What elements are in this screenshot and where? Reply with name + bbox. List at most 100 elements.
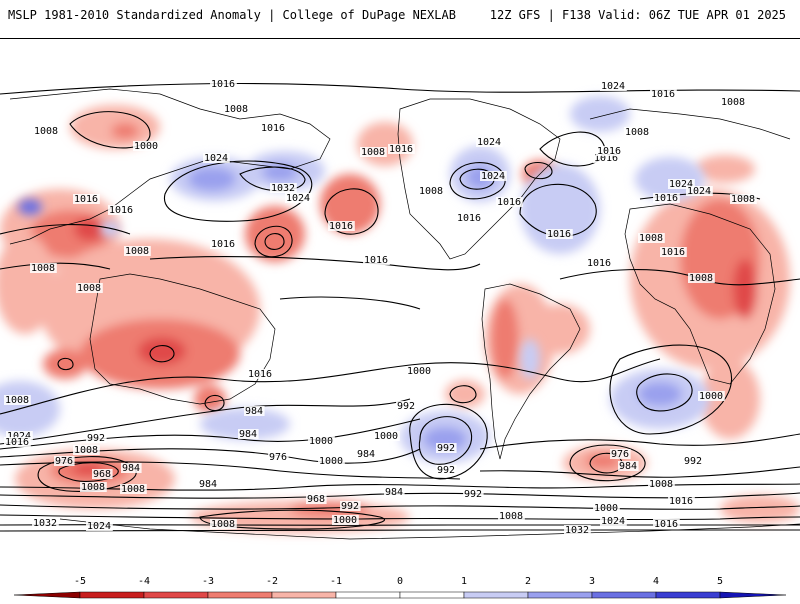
isobar-line (69, 111, 151, 149)
isobar-label-bg (496, 197, 523, 207)
isobar-label: 1024 (204, 153, 228, 164)
isobar-label: 1016 (654, 193, 678, 204)
isobar-label-bg (720, 97, 747, 107)
colorbar-swatch (335, 591, 401, 599)
colorbar-swatch (591, 591, 657, 599)
isobar-label: 1016 (669, 496, 693, 507)
isobar-label: 992 (464, 489, 482, 500)
isobar-label-bg (373, 431, 400, 441)
isobar-label-bg (108, 205, 135, 215)
isobar-label-bg (650, 89, 677, 99)
isobar-label-bg (480, 171, 507, 181)
isobar-label-bg (593, 503, 620, 513)
isobar-label: 1008 (81, 482, 105, 493)
coastline-north-america (397, 98, 561, 260)
isobar-label-bg (610, 449, 631, 459)
anomaly-blob (720, 495, 800, 523)
isobar-label-bg (436, 443, 457, 453)
isobar-label-bg (600, 81, 627, 91)
isobar-line (636, 373, 693, 412)
isobar-label-bg (92, 469, 113, 479)
isobar-label: 992 (684, 456, 702, 467)
anomaly-blob (262, 163, 298, 181)
chart-header: MSLP 1981-2010 Standardized Anomaly | Co… (0, 0, 800, 30)
isobar-label: 1008 (77, 283, 101, 294)
isobar-label: 1000 (407, 366, 431, 377)
colorbar-tick-label: -3 (202, 576, 214, 587)
isobar-label-bg (356, 449, 377, 459)
colorbar-min-arrow (13, 591, 81, 599)
isobar-label: 1016 (5, 437, 29, 448)
isobar-label: 1008 (5, 395, 29, 406)
isobar-label-bg (624, 127, 651, 137)
colorbar-tick-label: 5 (717, 576, 723, 587)
isobar-label: 1024 (286, 193, 310, 204)
isobar-line (239, 166, 306, 192)
isobar-line (204, 394, 225, 412)
colorbar-swatch (207, 591, 273, 599)
colorbar-swatches (13, 591, 787, 599)
map-panel: 1016 1008 1008 1000 1016 1024 1032 1024 1016 1016… (0, 38, 800, 559)
isobar-label: 984 (385, 487, 403, 498)
isobar-label-bg (668, 179, 695, 189)
isobar-label: 984 (245, 406, 263, 417)
isobar-label: 1016 (661, 247, 685, 258)
isobar-label-bg (388, 144, 415, 154)
colorbar-swatch (463, 591, 529, 599)
isobar-label-bg (688, 273, 715, 283)
isobar-label: 968 (93, 469, 111, 480)
isobar-label-bg (203, 153, 230, 163)
isobar-label-bg (730, 194, 757, 204)
isobar-label-bg (340, 501, 361, 511)
isobar-line (479, 466, 800, 478)
isobar-label-bg (546, 229, 573, 239)
colorbar-tick-label: 2 (525, 576, 531, 587)
isobar-label-bg (456, 213, 483, 223)
isobar-label: 984 (122, 463, 140, 474)
isobar-label-bg (244, 406, 265, 416)
isobar-line (0, 358, 661, 415)
isobar-label: 1000 (333, 515, 357, 526)
isobar-line (279, 296, 421, 310)
isobar-label: 1016 (594, 153, 618, 164)
anomaly-blob (74, 217, 106, 241)
anomaly-blob (733, 259, 757, 319)
isobar-label: 1016 (651, 89, 675, 100)
isobar-label-bg (124, 246, 151, 256)
isobar-label: 1008 (689, 273, 713, 284)
isobar-label-bg (596, 146, 623, 156)
isobar-label: 1008 (731, 194, 755, 205)
isobar-label: 976 (55, 456, 73, 467)
isobar-label-bg (328, 221, 355, 231)
colorbar-tick-label: -2 (266, 576, 278, 587)
isobar-line (0, 504, 800, 510)
isobar-label: 1024 (601, 81, 625, 92)
isobar-label-bg (247, 369, 274, 379)
isobar-label-bg (210, 519, 237, 529)
colorbar-swatch (527, 591, 593, 599)
anomaly-blob (200, 408, 290, 440)
isobar-label: 1008 (639, 233, 663, 244)
anomaly-blob (100, 221, 120, 237)
isobar-label: 1016 (74, 194, 98, 205)
isobar-label: 1008 (121, 484, 145, 495)
isobar-label: 1024 (7, 431, 31, 442)
isobar-label-bg (285, 193, 312, 203)
colorbar-swatch (655, 591, 721, 599)
isobar-label: 992 (87, 433, 105, 444)
isobar-label-bg (653, 193, 680, 203)
anomaly-blob (18, 199, 42, 215)
isobar-label-bg (260, 123, 287, 133)
isobar-label: 984 (619, 461, 637, 472)
colorbar-swatch (399, 591, 465, 599)
isobar-label: 1016 (457, 213, 481, 224)
isobar-label: 1016 (211, 239, 235, 250)
anomaly-blob (520, 339, 540, 379)
isobar-label-bg (698, 391, 725, 401)
isobar-line (58, 462, 119, 482)
isobar-label: 1032 (565, 525, 589, 536)
isobar-label-bg (54, 456, 75, 466)
isobar-line (479, 433, 800, 450)
colorbar-tick-label: -1 (330, 576, 342, 587)
isobar-label: 1016 (497, 197, 521, 208)
